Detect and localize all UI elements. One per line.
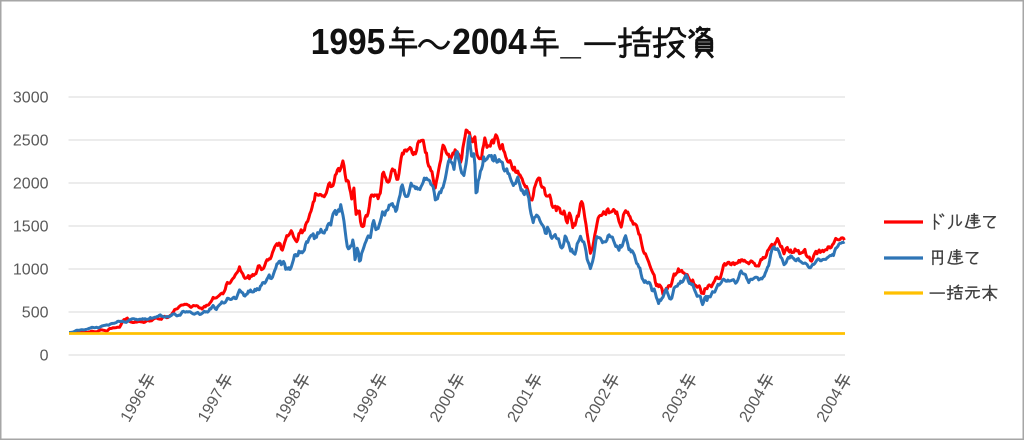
svg-text:_: _	[560, 21, 582, 62]
svg-text:1000: 1000	[13, 262, 49, 279]
svg-text:500: 500	[22, 305, 49, 322]
svg-text:1500: 1500	[13, 219, 49, 236]
svg-text:2004: 2004	[452, 21, 527, 62]
svg-text:1995: 1995	[311, 21, 386, 62]
svg-text:2000: 2000	[13, 176, 49, 193]
svg-text:0: 0	[40, 348, 49, 365]
svg-text:3000: 3000	[13, 90, 49, 107]
svg-text:2500: 2500	[13, 133, 49, 150]
